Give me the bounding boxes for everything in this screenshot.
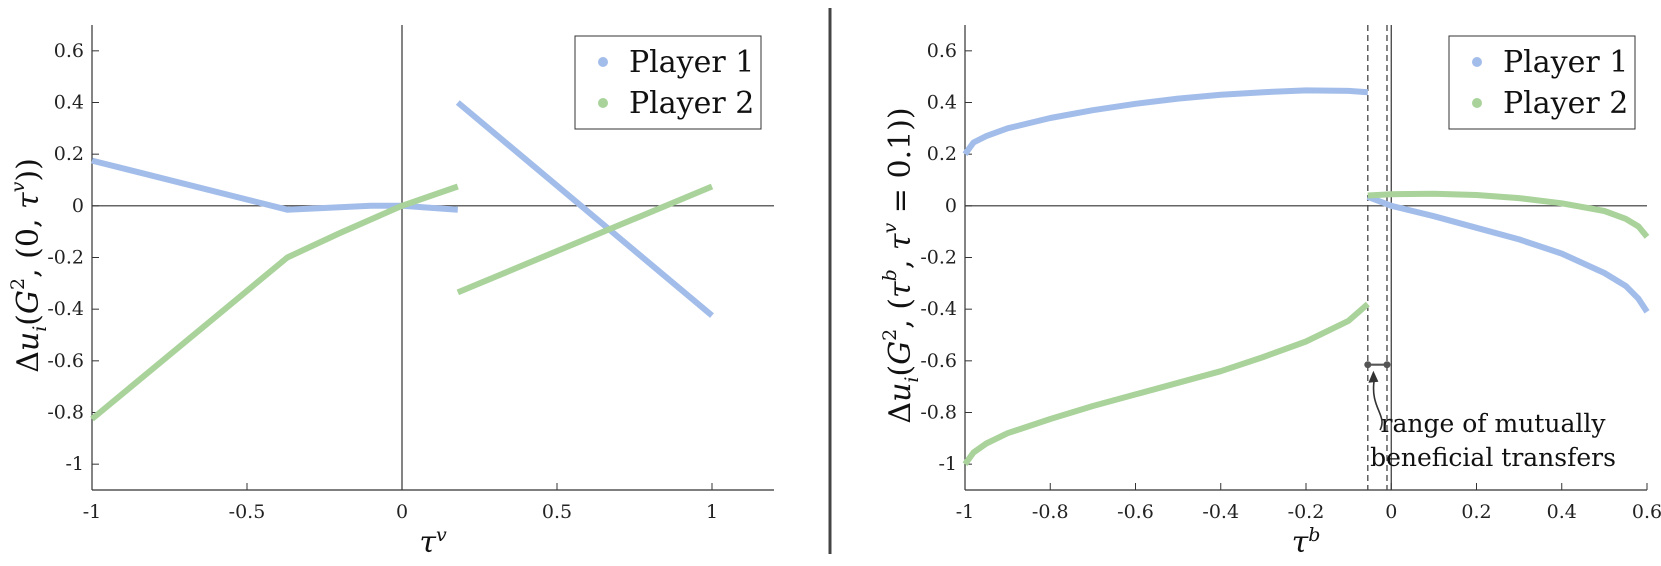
y-tick-label: 0.2 xyxy=(54,143,84,165)
y-tick-label: 0.4 xyxy=(927,92,957,114)
left-axes: 0.6 0.4 0.2 0 -0.2 -0.4 -0.6 -0.8 -1 -1 -0.5 0 0.5 1 xyxy=(47,25,774,523)
y-tick-label: -1 xyxy=(65,453,84,475)
y-tick-label: -0.2 xyxy=(47,247,84,269)
y-tick-label: -1 xyxy=(938,453,957,475)
legend-label-player-2: Player 2 xyxy=(629,86,754,121)
left-x-axis-label: τv xyxy=(419,524,447,560)
y-tick-label: -0.8 xyxy=(47,402,84,424)
legend-marker-player-1 xyxy=(1472,57,1482,67)
legend-box xyxy=(574,35,762,130)
annotation-line-1: range of mutually xyxy=(1381,409,1607,438)
x-tick-label: -0.5 xyxy=(229,501,266,523)
left-series xyxy=(90,100,714,422)
y-tick-label: -0.4 xyxy=(920,298,957,320)
annotation-line-2: beneficial transfers xyxy=(1370,443,1616,472)
legend-label-player-1: Player 1 xyxy=(629,45,754,80)
right-range-lines xyxy=(1367,25,1388,490)
right-y-axis-label: Δui(G2, (τb, τv = 0.1)) xyxy=(879,107,923,423)
right-legend: Player 1 Player 2 xyxy=(1448,35,1636,130)
y-tick-label: -0.6 xyxy=(47,350,84,372)
legend-label-player-2: Player 2 xyxy=(1503,86,1628,121)
right-axes: 0.6 0.4 0.2 0 -0.2 -0.4 -0.6 -0.8 -1 -1 -0.8 -0.6 -0… xyxy=(920,25,1661,523)
x-tick-label: 0.6 xyxy=(1632,501,1661,523)
y-tick-label: -0.8 xyxy=(920,402,957,424)
x-tick-label: 0 xyxy=(396,501,408,523)
legend-box xyxy=(1448,35,1636,130)
legend-marker-player-2 xyxy=(598,98,608,108)
range-endpoint xyxy=(1383,361,1391,369)
legend-marker-player-1 xyxy=(598,57,608,67)
series-line-player-1 xyxy=(1366,193,1650,314)
right-range-marker xyxy=(1364,361,1391,369)
x-tick-label: 0 xyxy=(1385,501,1397,523)
series-line-player-1 xyxy=(962,87,1369,156)
x-tick-label: 0.4 xyxy=(1547,501,1577,523)
x-tick-label: 0.2 xyxy=(1461,501,1491,523)
x-tick-label: -1 xyxy=(956,501,975,523)
x-tick-label: -1 xyxy=(83,501,102,523)
range-endpoint xyxy=(1364,361,1372,369)
y-tick-label: -0.6 xyxy=(920,350,957,372)
series-line-player-2 xyxy=(962,301,1370,466)
left-legend: Player 1 Player 2 xyxy=(574,35,762,130)
series-line-player-1 xyxy=(91,157,459,213)
y-tick-label: -0.4 xyxy=(47,298,84,320)
y-tick-label: 0.4 xyxy=(54,92,84,114)
legend-marker-player-2 xyxy=(1472,98,1482,108)
right-x-axis-label: τb xyxy=(1292,524,1321,560)
left-panel: 0.60.40.20-0.2-0.4-0.6-0.8-1-1 -0.5 0 0.5 1 … xyxy=(7,25,774,560)
y-tick-label: 0 xyxy=(72,195,84,217)
x-tick-label: -0.6 xyxy=(1117,501,1154,523)
legend-label-player-1: Player 1 xyxy=(1503,45,1628,80)
y-tick-label: 0.2 xyxy=(927,143,957,165)
x-tick-label: 0.5 xyxy=(542,501,572,523)
series-line-player-2 xyxy=(456,183,714,296)
series-line-player-1 xyxy=(455,100,714,318)
annotation-arrow xyxy=(1372,378,1383,431)
x-tick-label: -0.4 xyxy=(1202,501,1239,523)
right-series xyxy=(962,87,1650,466)
x-tick-label: -0.2 xyxy=(1288,501,1325,523)
series-line-player-2 xyxy=(1367,190,1650,239)
annotation-arrowhead xyxy=(1368,370,1379,383)
y-tick-label: 0 xyxy=(945,195,957,217)
series-line-player-2 xyxy=(90,183,459,422)
x-tick-label: 1 xyxy=(706,501,718,523)
y-tick-label: -0.2 xyxy=(920,247,957,269)
y-tick-label: 0.6 xyxy=(54,40,84,62)
left-y-axis-label: Δui(G2, (0, τv)) xyxy=(7,158,51,373)
y-tick-label: 0.6 xyxy=(927,40,957,62)
right-panel: 0.6 0.4 0.2 0 -0.2 -0.4 -0.6 -0.8 -1 -1 -0.8 -0.6 -0… xyxy=(879,25,1661,560)
x-tick-label: -0.8 xyxy=(1032,501,1069,523)
